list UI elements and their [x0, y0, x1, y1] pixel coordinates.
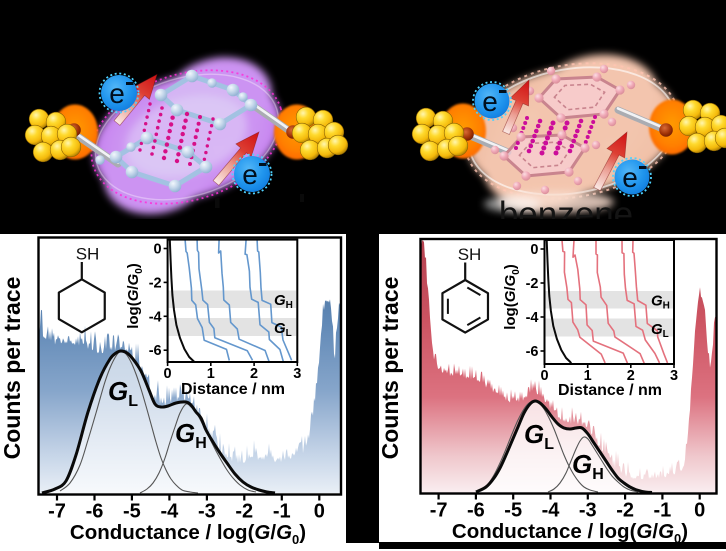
- svg-text:-6: -6: [467, 500, 485, 522]
- svg-text:e: e: [622, 162, 638, 193]
- svg-text:0: 0: [530, 242, 538, 258]
- svg-text:0: 0: [540, 368, 548, 384]
- svg-text:-4: -4: [542, 500, 561, 522]
- svg-text:-4: -4: [526, 310, 539, 326]
- svg-text:3: 3: [670, 368, 678, 384]
- svg-text:2: 2: [250, 366, 258, 382]
- svg-text:-2: -2: [526, 276, 539, 292]
- svg-text:3: 3: [293, 366, 301, 382]
- svg-text:SH: SH: [76, 245, 100, 264]
- svg-text:-4: -4: [149, 309, 162, 325]
- svg-text:2: 2: [627, 368, 635, 384]
- svg-text:-2: -2: [616, 500, 634, 522]
- svg-text:1: 1: [207, 366, 215, 382]
- svg-text:Distance / nm: Distance / nm: [181, 381, 285, 398]
- svg-text:-7: -7: [48, 501, 66, 523]
- svg-text:-5: -5: [504, 500, 522, 522]
- svg-text:Conductance / log(G/G0): Conductance / log(G/G0): [452, 520, 688, 546]
- svg-text:0: 0: [314, 501, 325, 523]
- svg-text:1: 1: [584, 368, 592, 384]
- svg-text:0: 0: [164, 366, 172, 382]
- svg-text:-1: -1: [273, 501, 291, 523]
- svg-text:-2: -2: [235, 501, 253, 523]
- svg-text:-5: -5: [123, 501, 141, 523]
- svg-text:Distance / nm: Distance / nm: [558, 382, 662, 399]
- svg-text:-6: -6: [86, 501, 104, 523]
- svg-text:log(G/G0): log(G/G0): [125, 263, 145, 329]
- svg-text:-7: -7: [430, 500, 448, 522]
- svg-text:-2: -2: [149, 275, 162, 291]
- svg-text:e: e: [482, 86, 498, 117]
- svg-text:Conductance / log(G/G0): Conductance / log(G/G0): [70, 521, 306, 547]
- svg-text:log(G/G0): log(G/G0): [502, 264, 522, 330]
- svg-text:-1: -1: [654, 500, 672, 522]
- svg-text:Counts per trace: Counts per trace: [0, 277, 25, 460]
- svg-text:e: e: [109, 78, 125, 109]
- svg-text:-3: -3: [579, 500, 597, 522]
- svg-text:Counts per trace: Counts per trace: [377, 277, 403, 460]
- svg-text:e: e: [242, 159, 258, 190]
- svg-text:0: 0: [694, 500, 705, 522]
- svg-text:SH: SH: [458, 245, 482, 264]
- svg-text:-6: -6: [526, 344, 539, 360]
- svg-text:-4: -4: [161, 501, 180, 523]
- svg-text:-3: -3: [198, 501, 216, 523]
- svg-text:-6: -6: [149, 343, 162, 359]
- svg-text:0: 0: [154, 242, 162, 258]
